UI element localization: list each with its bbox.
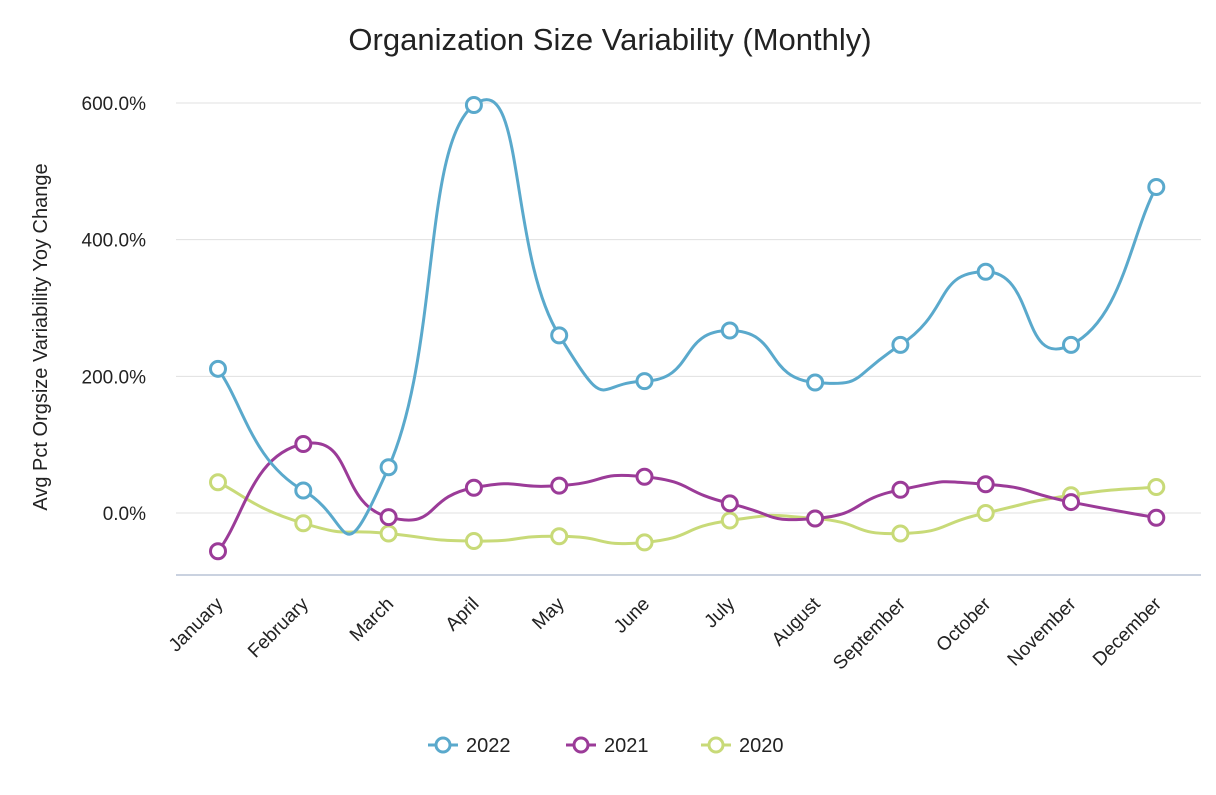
x-tick-label: November [1004,593,1081,670]
y-tick-label: 200.0% [82,367,147,388]
x-tick-label: October [933,593,996,656]
legend-label: 2021 [604,735,649,757]
x-tick-label: April [442,594,484,636]
data-point-2021-november[interactable] [1062,493,1080,512]
y-tick-label: 0.0% [103,504,146,525]
legend-item-2022[interactable]: 2022 [428,735,511,757]
y-tick-label: 600.0% [82,94,147,115]
x-tick-label: December [1089,593,1166,670]
data-point-2021-april[interactable] [464,478,483,497]
data-point-2020-april[interactable] [464,532,483,551]
data-point-2021-december[interactable] [1147,508,1166,527]
data-point-2022-july[interactable] [720,321,739,340]
series-line-2022 [216,98,1158,536]
data-point-2021-january[interactable] [209,542,227,561]
data-point-2022-march[interactable] [379,458,398,477]
data-point-2021-june[interactable] [635,467,654,486]
series-line-2021 [216,441,1158,553]
data-point-2021-july[interactable] [720,494,739,513]
data-point-2021-september[interactable] [891,480,910,499]
x-tick-label: August [768,593,825,650]
x-tick-label: July [701,593,740,632]
data-point-2021-february[interactable] [294,434,313,453]
y-axis-tick-labels: 0.0% 200.0% 400.0% 600.0% [82,94,147,525]
data-point-2022-november[interactable] [1062,335,1080,354]
legend-label: 2020 [739,735,784,757]
x-tick-label: March [346,594,398,646]
data-point-2022-june[interactable] [635,372,654,391]
data-point-2022-december[interactable] [1147,178,1166,197]
legend[interactable]: 2022 2021 2020 [428,735,784,757]
data-point-2020-september[interactable] [891,524,910,543]
data-point-2022-august[interactable] [806,373,825,392]
data-point-2020-june[interactable] [635,533,654,552]
legend-item-2021[interactable]: 2021 [566,735,649,757]
chart-title: Organization Size Variability (Monthly) [348,22,871,57]
data-point-2021-march[interactable] [379,508,398,527]
data-point-2022-october[interactable] [976,262,995,281]
legend-label: 2022 [466,735,511,757]
legend-marker [572,736,590,754]
data-point-2021-august[interactable] [806,509,825,528]
data-point-2022-april[interactable] [464,96,483,115]
data-point-2020-october[interactable] [976,504,995,522]
x-axis-tick-labels: January February March April May June July Augu… [165,593,1166,674]
y-tick-label: 400.0% [82,231,147,252]
data-point-2020-march[interactable] [379,524,398,543]
data-point-2021-october[interactable] [976,475,995,494]
data-point-2021-may[interactable] [550,476,569,495]
data-point-2020-may[interactable] [550,527,569,546]
data-point-2020-january[interactable] [209,473,227,492]
legend-marker [434,736,452,754]
x-tick-label: June [610,594,654,638]
y-axis-title: Avg Pct Orgsize Variability Yoy Change [30,163,52,510]
grid-lines [176,102,1201,576]
data-point-2020-december[interactable] [1147,478,1166,497]
legend-item-2020[interactable]: 2020 [701,735,784,757]
series-2021 [209,434,1166,561]
series-2022 [209,96,1166,536]
x-tick-label: May [528,593,569,634]
data-point-2020-july[interactable] [720,511,739,530]
data-point-2022-january[interactable] [209,359,227,378]
x-tick-label: February [244,593,313,662]
x-tick-label: January [165,593,228,656]
data-point-2020-february[interactable] [294,514,313,533]
series-lines [209,96,1166,561]
legend-marker [707,736,725,754]
data-point-2022-february[interactable] [294,481,313,500]
data-point-2022-september[interactable] [891,335,910,354]
x-tick-label: September [829,593,910,674]
data-point-2022-may[interactable] [550,326,569,345]
